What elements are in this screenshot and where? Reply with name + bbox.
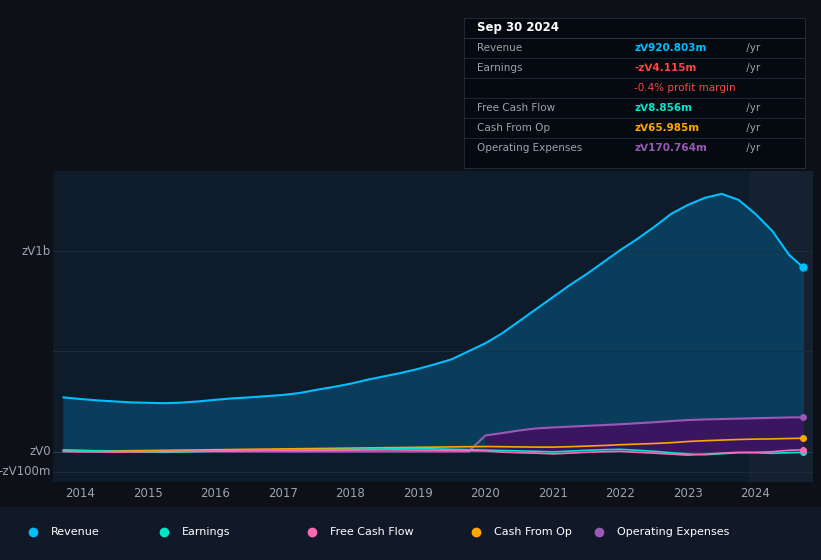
Text: /yr: /yr	[743, 63, 760, 73]
Text: -0.4% profit margin: -0.4% profit margin	[635, 83, 736, 93]
Text: zᐯ8.856m: zᐯ8.856m	[635, 103, 692, 113]
Text: Free Cash Flow: Free Cash Flow	[330, 528, 414, 538]
Text: Earnings: Earnings	[182, 528, 231, 538]
Text: Sep 30 2024: Sep 30 2024	[478, 21, 559, 34]
Text: Cash From Op: Cash From Op	[478, 123, 551, 133]
Text: Operating Expenses: Operating Expenses	[617, 528, 730, 538]
Text: /yr: /yr	[743, 103, 760, 113]
Text: -zᐯ4.115m: -zᐯ4.115m	[635, 63, 696, 73]
Text: zᐯ0: zᐯ0	[30, 445, 51, 458]
Text: zᐯ1b: zᐯ1b	[21, 245, 51, 258]
Text: Free Cash Flow: Free Cash Flow	[478, 103, 556, 113]
Text: Revenue: Revenue	[478, 43, 523, 53]
Text: -zᐯ100m: -zᐯ100m	[0, 465, 51, 478]
Text: Earnings: Earnings	[478, 63, 523, 73]
Text: Cash From Op: Cash From Op	[494, 528, 572, 538]
Text: zᐯ170.764m: zᐯ170.764m	[635, 143, 707, 153]
Text: /yr: /yr	[743, 143, 760, 153]
Text: /yr: /yr	[743, 123, 760, 133]
Text: zᐯ65.985m: zᐯ65.985m	[635, 123, 699, 133]
Text: /yr: /yr	[743, 43, 760, 53]
Text: Revenue: Revenue	[51, 528, 99, 538]
Bar	[749, 171, 813, 482]
Text: zᐯ920.803m: zᐯ920.803m	[635, 43, 707, 53]
Text: Operating Expenses: Operating Expenses	[478, 143, 583, 153]
